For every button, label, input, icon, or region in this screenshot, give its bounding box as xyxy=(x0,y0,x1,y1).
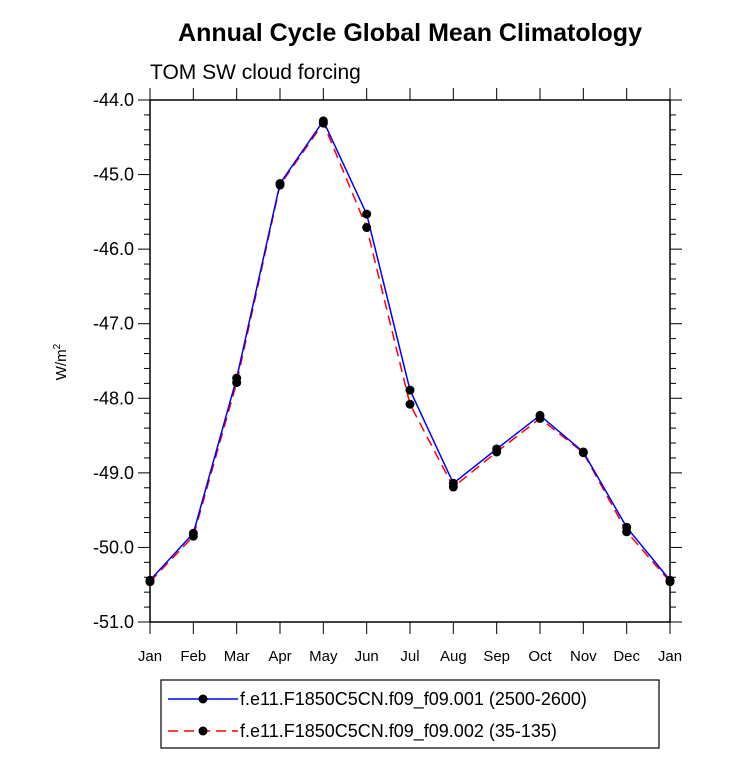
x-tick-label: Dec xyxy=(613,648,640,665)
x-tick-label: Jun xyxy=(355,648,379,665)
series-2-point xyxy=(232,378,242,388)
y-axis-label-superscript: 2 xyxy=(52,343,63,349)
plot-frame xyxy=(149,99,671,623)
y-tick-label: -48.0 xyxy=(93,388,134,408)
series-line-2 xyxy=(149,121,671,583)
x-tick-label: Feb xyxy=(180,648,206,665)
x-tick-label: Jan xyxy=(138,648,162,665)
series-2-point xyxy=(362,223,372,233)
series-2-point xyxy=(535,413,545,423)
series-2-point xyxy=(578,448,588,458)
series-2-point xyxy=(188,531,198,541)
y-tick-label: -49.0 xyxy=(93,463,134,483)
series-2-point xyxy=(448,482,458,492)
y-tick-label: -45.0 xyxy=(93,165,134,185)
series-2-point xyxy=(405,399,415,409)
x-tick-label: Oct xyxy=(528,648,552,665)
legend-marker-2 xyxy=(198,726,208,736)
y-tick-label: -46.0 xyxy=(93,239,134,259)
legend-entry-2: f.e11.F1850C5CN.f09_f09.002 (35-135) xyxy=(240,721,557,742)
legend-entry-1: f.e11.F1850C5CN.f09_f09.001 (2500-2600) xyxy=(240,689,587,710)
series-line-1 xyxy=(149,119,671,581)
series-2-point xyxy=(275,180,285,190)
x-tick-label: Jul xyxy=(400,648,419,665)
x-tick-label: Aug xyxy=(440,648,467,665)
y-tick-label: -47.0 xyxy=(93,314,134,334)
series-1-point xyxy=(405,385,415,395)
x-tick-label: Nov xyxy=(570,648,597,665)
series-2-point xyxy=(622,527,632,537)
y-tick-label: -44.0 xyxy=(93,90,134,110)
legend: f.e11.F1850C5CN.f09_f09.001 (2500-2600) f… xyxy=(160,679,660,749)
axes: -44.0 -45.0 -46.0 -47.0 -48.0 -49.0 -50.0 -51.0… xyxy=(93,88,682,665)
x-tick-label: Sep xyxy=(483,648,510,665)
x-tick-label: Mar xyxy=(224,648,250,665)
y-tick-label: -50.0 xyxy=(93,537,134,557)
legend-marker-1 xyxy=(198,694,208,704)
chart-subtitle: TOM SW cloud forcing xyxy=(150,61,361,84)
y-tick-label: -51.0 xyxy=(93,612,134,632)
chart-title: Annual Cycle Global Mean Climatology xyxy=(178,19,642,47)
x-tick-label: Apr xyxy=(268,648,291,665)
series-layer xyxy=(145,116,675,587)
series-2-point xyxy=(492,447,502,457)
series-2-point xyxy=(318,118,328,128)
x-tick-label: May xyxy=(309,648,338,665)
y-axis-label-text: W/m xyxy=(53,349,70,380)
legend-box xyxy=(160,679,660,749)
x-tick-label: Jan xyxy=(658,648,682,665)
series-1-point xyxy=(362,209,372,219)
y-axis-label: W/m2 xyxy=(52,343,70,380)
